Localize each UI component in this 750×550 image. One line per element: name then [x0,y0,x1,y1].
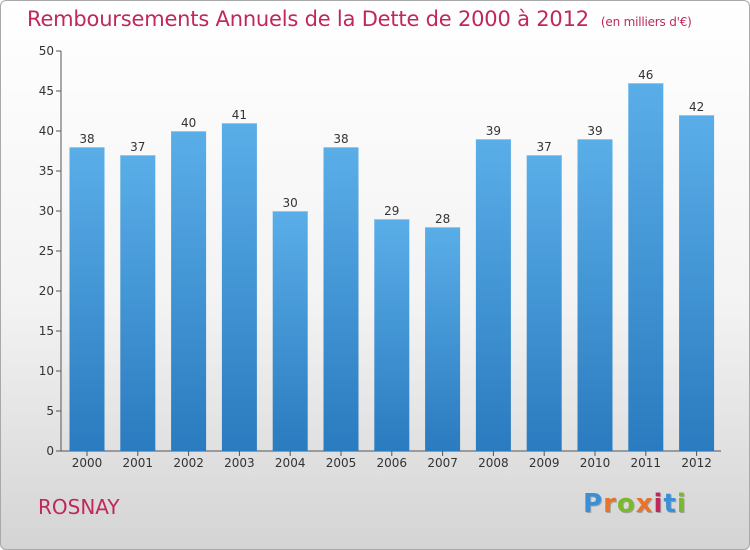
x-tick-label: 2004 [275,456,306,470]
bar [425,227,461,451]
town-name: ROSNAY [38,495,120,519]
y-tick-label: 40 [39,124,54,138]
x-tick-label: 2007 [427,456,458,470]
proxiti-logo: Proxiti [583,489,687,519]
chart-subtitle: (en milliers d'€) [600,15,692,29]
x-tick-label: 2008 [478,456,509,470]
data-label: 46 [638,68,653,82]
y-tick-label: 15 [39,324,54,338]
data-labels: 38 37 40 41 30 38 29 28 39 37 39 46 42 [79,68,704,226]
data-label: 38 [333,132,348,146]
data-label: 40 [181,116,196,130]
data-label: 41 [232,108,247,122]
bar [679,115,715,451]
logo-letter: x [635,489,654,519]
logo-letter: r [603,489,617,519]
y-tick-label: 30 [39,204,54,218]
data-label: 30 [283,196,298,210]
logo-letter: i [676,489,687,519]
data-label: 39 [587,124,602,138]
data-label: 38 [79,132,94,146]
x-tick-label: 2011 [631,456,662,470]
data-label: 37 [537,140,552,154]
x-tick-label: 2003 [224,456,255,470]
y-tick-label: 25 [39,244,54,258]
data-label: 42 [689,100,704,114]
chart-title: Remboursements Annuels de la Dette de 20… [27,7,692,31]
chart-title-text: Remboursements Annuels de la Dette de 20… [27,7,589,31]
data-label: 28 [435,212,450,226]
y-tick-label: 45 [39,84,54,98]
bar [272,211,308,451]
bars [69,83,715,451]
y-tick-label: 10 [39,364,54,378]
bar [475,139,511,451]
x-tick-label: 2001 [123,456,154,470]
bar [323,147,359,451]
bar [374,219,410,451]
logo-letter: t [663,489,677,519]
logo-letter: o [616,489,636,519]
data-label: 29 [384,204,399,218]
x-tick-label: 2010 [580,456,611,470]
logo-letter: i [653,489,664,519]
x-tick-label: 2005 [326,456,357,470]
x-tick-label: 2002 [173,456,204,470]
x-tick-label: 2009 [529,456,560,470]
axes: 0 5 10 15 20 25 30 35 40 45 50 2000 2001 2002 2003 2004… [39,44,721,470]
y-tick-label: 5 [46,404,54,418]
x-tick-label: 2012 [681,456,712,470]
bar [577,139,613,451]
bar [628,83,664,451]
x-tick-label: 2006 [377,456,408,470]
y-tick-label: 20 [39,284,54,298]
x-tick-label: 2000 [72,456,103,470]
data-label: 37 [130,140,145,154]
y-tick-label: 50 [39,44,54,58]
y-tick-label: 0 [46,444,54,458]
data-label: 39 [486,124,501,138]
logo-letter: P [583,489,604,519]
y-tick-label: 35 [39,164,54,178]
bar [526,155,562,451]
bar [221,123,257,451]
bar [69,147,105,451]
bar [120,155,156,451]
bar [171,131,207,451]
